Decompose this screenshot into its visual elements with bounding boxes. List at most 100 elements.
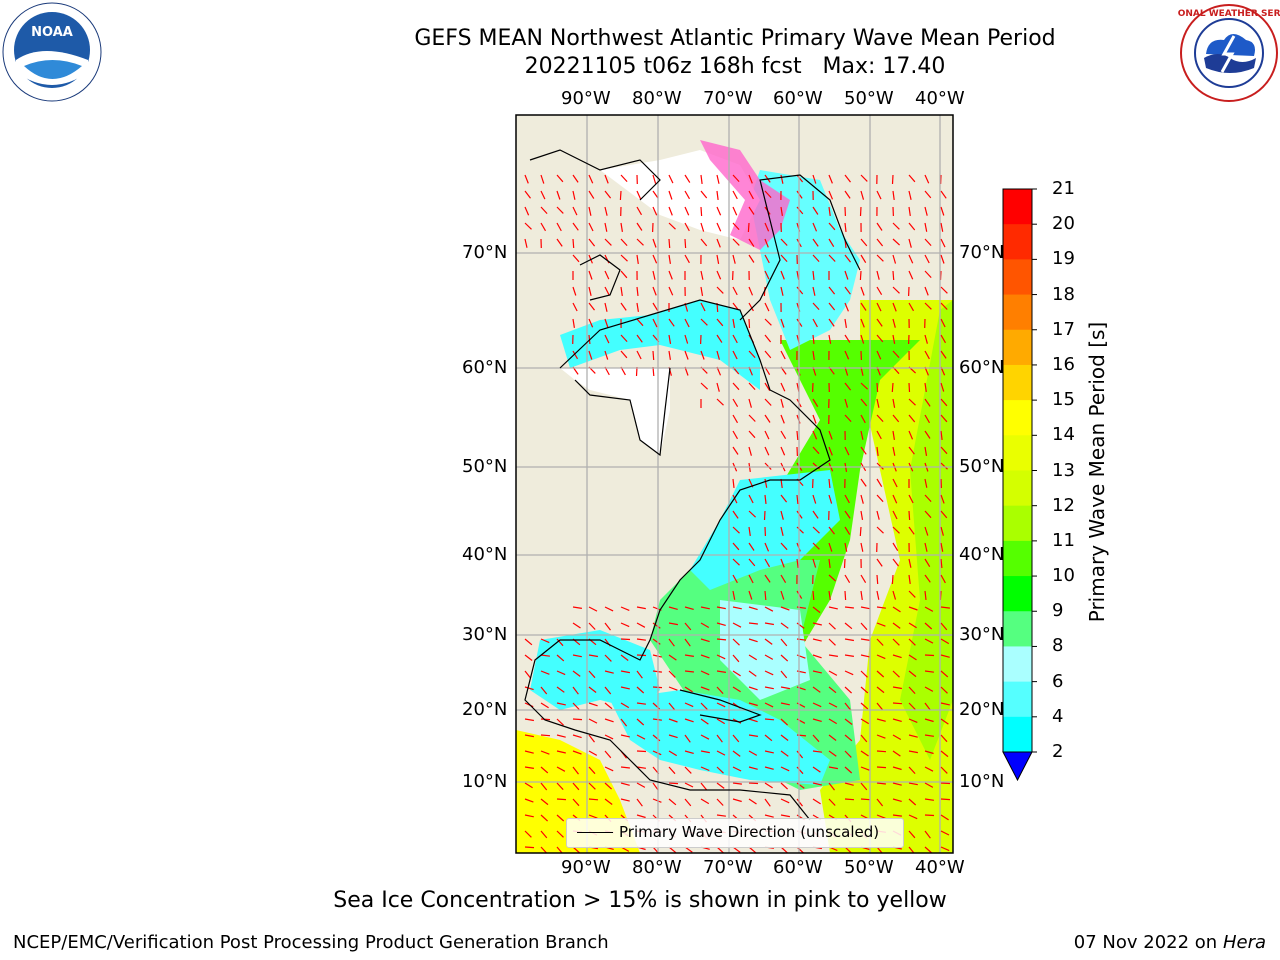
wave-direction-arrow: [524, 814, 534, 818]
wave-direction-arrow: [892, 814, 902, 817]
wave-direction-arrow: [828, 574, 837, 582]
wave-direction-arrow: [924, 446, 928, 456]
wave-direction-arrow: [684, 190, 691, 200]
wave-direction-arrow: [812, 414, 817, 424]
wave-direction-arrow: [700, 318, 708, 326]
wave-direction-arrow: [748, 574, 754, 584]
wave-direction-arrow: [732, 382, 740, 391]
wave-direction-arrow: [908, 782, 918, 786]
wave-direction-arrow: [924, 734, 934, 737]
wave-direction-arrow: [604, 334, 610, 344]
wave-direction-arrow: [748, 398, 752, 408]
wave-direction-arrow: [780, 350, 786, 360]
wave-direction-arrow: [924, 766, 934, 772]
wave-direction-arrow: [556, 782, 564, 791]
wave-direction-arrow: [620, 622, 630, 628]
wave-direction-arrow: [556, 638, 564, 647]
wave-direction-arrow: [572, 654, 582, 658]
atlantic-pale-cyan: [720, 600, 810, 700]
wave-direction-arrow: [924, 190, 932, 199]
wave-direction-arrow: [732, 478, 735, 488]
wave-direction-arrow: [764, 702, 774, 708]
wave-direction-arrow: [668, 270, 673, 280]
wave-direction-arrow: [748, 350, 756, 359]
wave-direction-arrow: [684, 222, 690, 232]
wave-direction-arrow: [604, 686, 612, 695]
wave-direction-arrow: [716, 814, 726, 817]
wave-direction-arrow: [940, 702, 950, 706]
wave-direction-arrow: [780, 398, 784, 408]
wave-direction-arrow: [908, 414, 916, 423]
wave-direction-arrow: [860, 302, 867, 311]
wave-direction-arrow: [732, 334, 738, 344]
wave-direction-arrow: [684, 174, 691, 183]
wave-direction-arrow: [588, 350, 593, 360]
wave-direction-arrow: [908, 526, 915, 535]
wave-direction-arrow: [876, 718, 886, 722]
lon-tick-top: 50°W: [844, 88, 894, 109]
wave-direction-arrow: [876, 398, 880, 408]
wave-direction-arrow: [940, 238, 946, 248]
wave-direction-arrow: [924, 334, 928, 344]
wave-direction-arrow: [620, 654, 629, 661]
wave-direction-arrow: [636, 334, 643, 343]
wave-direction-arrow: [892, 542, 899, 552]
wave-direction-arrow: [876, 686, 885, 694]
wave-direction-arrow: [700, 190, 708, 199]
wave-direction-arrow: [588, 270, 593, 280]
wave-direction-arrow: [620, 638, 631, 641]
wave-direction-arrow: [748, 286, 754, 296]
wave-direction-arrow: [812, 686, 821, 693]
wave-direction-arrow: [700, 222, 705, 232]
wave-direction-arrow: [876, 654, 886, 660]
wave-direction-arrow: [860, 174, 868, 182]
wave-direction-arrow: [620, 718, 628, 727]
wave-direction-arrow: [747, 222, 750, 233]
wave-direction-arrow: [748, 510, 757, 518]
wave-direction-arrow: [780, 494, 788, 503]
wave-direction-arrow: [748, 750, 758, 756]
wave-direction-arrow: [748, 446, 752, 456]
wave-direction-arrow: [892, 318, 896, 328]
wave-direction-arrow: [940, 750, 949, 758]
wave-direction-arrow: [940, 430, 943, 440]
wave-direction-arrow: [892, 270, 895, 281]
wave-direction-arrow: [684, 686, 693, 693]
wave-direction-arrow: [844, 446, 850, 456]
wave-direction-arrow: [828, 238, 835, 248]
wave-direction-arrow: [860, 750, 869, 757]
wave-direction-arrow: [908, 254, 914, 264]
wave-direction-arrow: [636, 222, 643, 231]
wave-direction-arrow: [700, 670, 710, 676]
wave-direction-arrow: [748, 542, 755, 551]
wave-direction-arrow: [732, 174, 740, 183]
wave-direction-arrow: [876, 606, 886, 609]
wave-direction-arrow: [748, 782, 759, 785]
wave-direction-arrow: [732, 222, 740, 231]
wave-direction-arrow: [876, 590, 880, 600]
wave-direction-arrow: [860, 238, 868, 247]
wave-direction-arrow: [732, 734, 740, 743]
wave-direction-arrow: [844, 254, 851, 263]
wave-direction-arrow: [636, 606, 646, 610]
wave-direction-arrow: [828, 606, 838, 610]
wave-direction-arrow: [812, 734, 820, 743]
wave-direction-arrow: [684, 670, 694, 673]
wave-direction-arrow: [588, 798, 599, 801]
colorbar-tick-label: 14: [1052, 424, 1075, 446]
wave-direction-arrow: [844, 622, 853, 630]
wave-direction-arrow: [748, 590, 753, 600]
colorbar-tick-label: 15: [1052, 389, 1075, 411]
wave-direction-arrow: [668, 334, 672, 344]
wave-direction-arrow: [940, 510, 948, 519]
wave-direction-arrow: [908, 222, 916, 231]
colorbar-tick-label: 8: [1052, 635, 1064, 657]
wave-direction-arrow: [892, 734, 902, 741]
wave-direction-arrow: [844, 590, 847, 601]
lon-tick-bottom: 60°W: [773, 857, 823, 878]
wave-direction-arrow: [892, 222, 900, 230]
wave-direction-arrow: [812, 286, 816, 296]
wave-direction-arrow: [924, 254, 930, 264]
wave-direction-arrow: [588, 686, 597, 693]
wave-direction-arrow: [940, 654, 950, 658]
